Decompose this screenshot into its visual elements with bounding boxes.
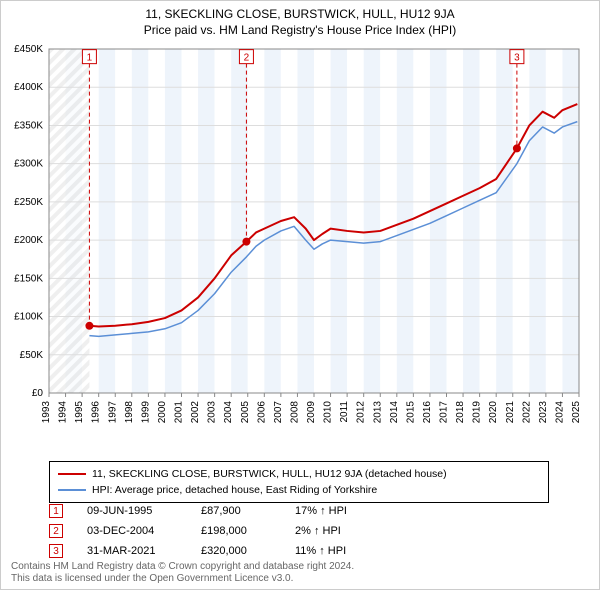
sales-row: 2 03-DEC-2004 £198,000 2% ↑ HPI [49,521,375,541]
chart-container: 11, SKECKLING CLOSE, BURSTWICK, HULL, HU… [0,0,600,590]
svg-text:1997: 1997 [107,401,118,424]
sale-price: £320,000 [201,545,271,557]
svg-text:£400K: £400K [14,82,43,93]
svg-text:2010: 2010 [323,401,334,424]
svg-text:2006: 2006 [256,401,267,424]
legend-swatch [58,473,86,475]
svg-text:3: 3 [514,53,520,64]
svg-text:2024: 2024 [554,401,565,424]
sale-price: £87,900 [201,505,271,517]
sale-marker-badge: 3 [49,544,63,558]
sale-date: 09-JUN-1995 [87,505,177,517]
svg-text:2025: 2025 [571,401,582,424]
svg-text:2017: 2017 [439,401,450,424]
title-address: 11, SKECKLING CLOSE, BURSTWICK, HULL, HU… [1,7,599,21]
svg-text:1: 1 [87,53,93,64]
sale-date: 03-DEC-2004 [87,525,177,537]
svg-text:2001: 2001 [174,401,185,424]
svg-text:2000: 2000 [157,401,168,424]
title-subtitle: Price paid vs. HM Land Registry's House … [1,23,599,37]
svg-text:£100K: £100K [14,312,43,323]
svg-text:1999: 1999 [140,401,151,424]
legend-swatch [58,489,86,491]
sales-table: 1 09-JUN-1995 £87,900 17% ↑ HPI 2 03-DEC-2004… [49,501,375,561]
svg-text:1998: 1998 [124,401,135,424]
sale-delta: 2% ↑ HPI [295,525,375,537]
svg-text:2015: 2015 [405,401,416,424]
svg-text:2021: 2021 [505,401,516,424]
svg-text:£250K: £250K [14,197,43,208]
svg-text:2020: 2020 [488,401,499,424]
svg-text:2012: 2012 [356,401,367,424]
sale-price: £198,000 [201,525,271,537]
legend-label: HPI: Average price, detached house, East… [92,482,377,498]
sale-date: 31-MAR-2021 [87,545,177,557]
legend-row: HPI: Average price, detached house, East… [58,482,540,498]
svg-text:2011: 2011 [339,401,350,423]
chart-svg: £0£50K£100K£150K£200K£250K£300K£350K£400… [49,49,579,429]
svg-text:£350K: £350K [14,120,43,131]
svg-text:2004: 2004 [223,401,234,424]
sale-delta: 17% ↑ HPI [295,505,375,517]
svg-text:£300K: £300K [14,159,43,170]
svg-text:£200K: £200K [14,235,43,246]
sale-delta: 11% ↑ HPI [295,545,375,557]
svg-text:2013: 2013 [372,401,383,424]
svg-text:2009: 2009 [306,401,317,424]
svg-text:2019: 2019 [472,401,483,424]
svg-text:1996: 1996 [91,401,102,424]
sale-marker-badge: 2 [49,524,63,538]
svg-text:1993: 1993 [41,401,52,424]
svg-text:2016: 2016 [422,401,433,424]
svg-text:£150K: £150K [14,273,43,284]
footer-text: Contains HM Land Registry data © Crown c… [11,561,354,585]
sale-marker-badge: 1 [49,504,63,518]
footer-line2: This data is licensed under the Open Gov… [11,573,354,585]
svg-text:2: 2 [244,53,250,64]
svg-text:2014: 2014 [389,401,400,424]
title-block: 11, SKECKLING CLOSE, BURSTWICK, HULL, HU… [1,1,599,39]
svg-text:1994: 1994 [58,401,69,424]
svg-text:2003: 2003 [207,401,218,424]
legend-row: 11, SKECKLING CLOSE, BURSTWICK, HULL, HU… [58,466,540,482]
footer-line1: Contains HM Land Registry data © Crown c… [11,561,354,573]
chart-area: £0£50K£100K£150K£200K£250K£300K£350K£400… [49,49,579,429]
svg-text:£50K: £50K [20,350,44,361]
svg-text:2005: 2005 [240,401,251,424]
svg-text:2007: 2007 [273,401,284,424]
svg-text:2002: 2002 [190,401,201,424]
sales-row: 1 09-JUN-1995 £87,900 17% ↑ HPI [49,501,375,521]
legend-box: 11, SKECKLING CLOSE, BURSTWICK, HULL, HU… [49,461,549,503]
svg-text:£0: £0 [32,388,44,399]
sales-row: 3 31-MAR-2021 £320,000 11% ↑ HPI [49,541,375,561]
svg-text:2022: 2022 [521,401,532,424]
svg-text:£450K: £450K [14,44,43,55]
legend-label: 11, SKECKLING CLOSE, BURSTWICK, HULL, HU… [92,466,447,482]
svg-text:2008: 2008 [289,401,300,424]
svg-text:2018: 2018 [455,401,466,424]
svg-text:1995: 1995 [74,401,85,424]
svg-text:2023: 2023 [538,401,549,424]
